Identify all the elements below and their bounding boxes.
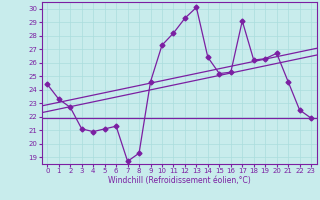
X-axis label: Windchill (Refroidissement éolien,°C): Windchill (Refroidissement éolien,°C) — [108, 176, 251, 185]
